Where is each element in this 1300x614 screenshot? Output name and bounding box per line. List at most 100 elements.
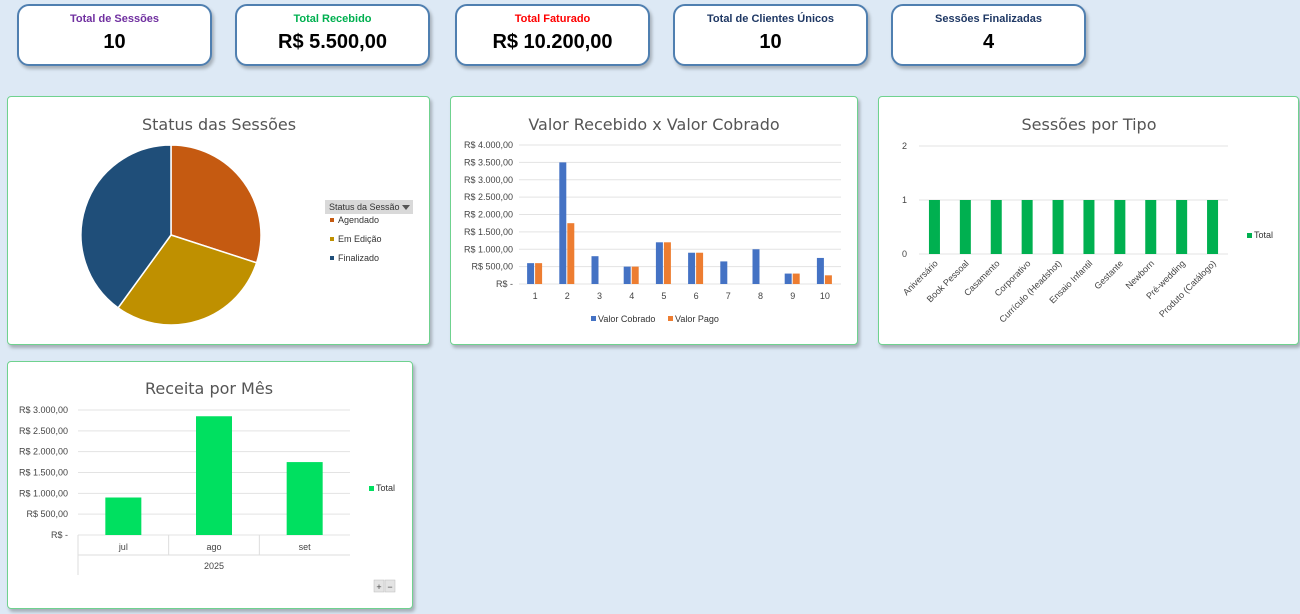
legend-swatch [591, 316, 596, 321]
bar[interactable] [792, 273, 800, 284]
kpi-value: 10 [103, 31, 126, 53]
x-tick-label: 1 [533, 291, 538, 301]
kpi-value: R$ 5.500,00 [278, 31, 387, 53]
y-tick-label: 1 [902, 195, 907, 205]
legend-title: Status da Sessão [329, 202, 400, 212]
kpi-label: Total Recebido [293, 13, 372, 25]
kpi-value: 4 [982, 31, 995, 53]
kpi-value: 10 [759, 31, 782, 53]
bar[interactable] [720, 261, 728, 284]
bar[interactable] [1176, 200, 1188, 254]
y-tick-label: R$ 2.000,00 [464, 210, 513, 220]
legend-label: Valor Cobrado [598, 314, 655, 324]
y-tick-label: R$ 3.000,00 [464, 175, 513, 185]
bar[interactable] [663, 242, 671, 284]
pie-slice[interactable] [170, 144, 262, 264]
bar[interactable] [1021, 200, 1033, 254]
pie-slice[interactable] [80, 144, 172, 309]
legend-swatch [330, 237, 334, 241]
x-tick-label: 10 [820, 291, 830, 301]
bar-chart-values: Valor Recebido x Valor Cobrado R$ - R$ 50… [464, 115, 841, 324]
bar[interactable] [1083, 200, 1095, 254]
bar[interactable] [591, 256, 599, 284]
legend-swatch [330, 256, 334, 260]
y-tick-label: 2 [902, 141, 907, 151]
kpi-card-finished: Sessões Finalizadas 4 [891, 4, 1086, 66]
y-tick-label: R$ 2.500,00 [19, 426, 68, 436]
expand-button[interactable] [373, 579, 385, 593]
bar[interactable] [527, 263, 535, 284]
legend-label: Valor Pago [675, 314, 719, 324]
y-tick-label: R$ 3.500,00 [464, 157, 513, 167]
chart-title: Valor Recebido x Valor Cobrado [528, 115, 779, 134]
x-tick-label: 7 [726, 291, 731, 301]
bar[interactable] [928, 200, 940, 254]
y-tick-label: R$ - [496, 279, 513, 289]
chart-card-values[interactable]: Valor Recebido x Valor Cobrado R$ - R$ 50… [450, 96, 858, 345]
y-tick-label: R$ 2.500,00 [464, 192, 513, 202]
bar[interactable] [696, 252, 704, 284]
kpi-label: Total de Sessões [69, 13, 160, 25]
x-tick-label: 9 [790, 291, 795, 301]
kpi-label: Total Faturado [514, 13, 591, 25]
y-tick-label: R$ 1.500,00 [464, 227, 513, 237]
legend-swatch [668, 316, 673, 321]
bar[interactable] [990, 200, 1002, 254]
x-tick-label: jul [118, 542, 128, 552]
legend-label: Total [376, 483, 395, 493]
bar[interactable] [959, 200, 971, 254]
chart-title: Receita por Mês [145, 379, 273, 398]
bar[interactable] [1145, 200, 1157, 254]
kpi-card-billed: Total Faturado R$ 10.200,00 [455, 4, 650, 66]
legend-filter-header[interactable] [325, 200, 413, 214]
x-tick-label: 2 [565, 291, 570, 301]
kpi-card-received: Total Recebido R$ 5.500,00 [235, 4, 430, 66]
x-tick-label: Gestante [1092, 258, 1125, 291]
bar[interactable] [623, 266, 631, 284]
legend-swatch [369, 486, 374, 491]
dropdown-arrow-icon[interactable] [402, 205, 410, 210]
collapse-button[interactable] [384, 579, 396, 593]
pie-chart: Status das Sessões Status da Sessão Agen… [80, 115, 413, 326]
legend-swatch [330, 218, 334, 222]
bar[interactable] [824, 275, 832, 284]
kpi-label: Total de Clientes Únicos [707, 13, 834, 25]
pie-slice[interactable] [117, 234, 258, 326]
bar[interactable] [535, 263, 543, 284]
bar[interactable] [688, 252, 696, 284]
x-tick-label: set [299, 542, 312, 552]
bar[interactable] [1207, 200, 1219, 254]
legend-label: Agendado [338, 215, 379, 225]
y-tick-label: R$ 1.000,00 [464, 244, 513, 254]
y-tick-label: R$ 3.000,00 [19, 405, 68, 415]
chart-card-status[interactable]: Status das Sessões Status da Sessão Agen… [7, 96, 430, 345]
bar[interactable] [784, 273, 792, 284]
chart-card-types[interactable]: Sessões por Tipo 0 1 2 Aniversário Book Pess… [878, 96, 1299, 345]
kpi-card-sessions: Total de Sessões 10 [17, 4, 212, 66]
bar[interactable] [1052, 200, 1064, 254]
bar[interactable] [567, 223, 575, 284]
chart-title: Status das Sessões [142, 115, 296, 134]
bar[interactable] [1114, 200, 1126, 254]
kpi-card-unique-clients: Total de Clientes Únicos 10 [673, 4, 868, 66]
x-tick-label: 4 [629, 291, 634, 301]
bar[interactable] [655, 242, 663, 284]
chart-card-monthly[interactable]: Receita por Mês R$ - R$ 500,00 R$ 1.000,00… [7, 361, 413, 609]
collapse-button-label: − [387, 582, 392, 592]
bar[interactable] [816, 257, 824, 284]
bar[interactable] [196, 416, 232, 535]
legend-label: Total [1254, 230, 1273, 240]
x-tick-label: ago [206, 542, 221, 552]
group-label: 2025 [204, 561, 224, 571]
y-tick-label: 0 [902, 249, 907, 259]
bar[interactable] [105, 497, 142, 536]
bar[interactable] [286, 462, 323, 535]
legend-swatch [1247, 233, 1252, 238]
bar[interactable] [559, 162, 567, 284]
bar[interactable] [631, 266, 639, 284]
bar[interactable] [752, 249, 760, 284]
x-tick-label: 8 [758, 291, 763, 301]
y-tick-label: R$ 4.000,00 [464, 140, 513, 150]
x-tick-label: Produto (Catálogo) [1157, 258, 1218, 319]
